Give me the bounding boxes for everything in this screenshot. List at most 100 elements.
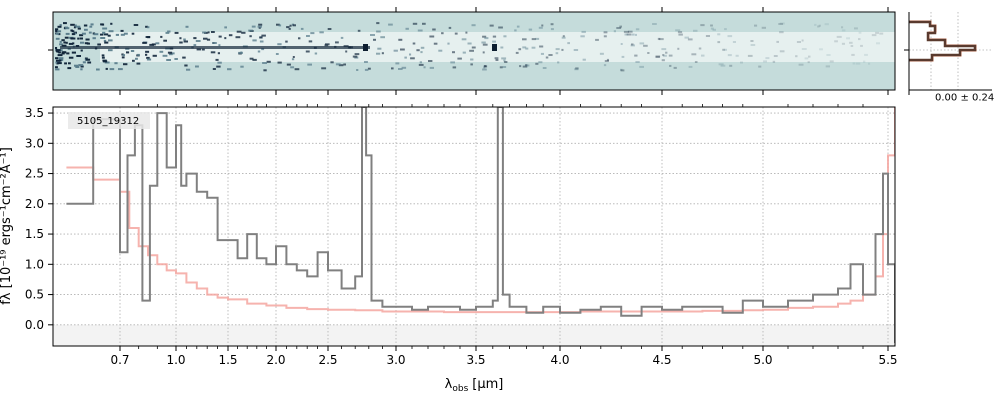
spectrum-2d-pixel bbox=[56, 30, 62, 33]
spectrum-2d-pixel bbox=[96, 68, 100, 71]
spectrum-2d-pixel bbox=[395, 62, 400, 65]
spectrum-2d-pixel bbox=[761, 26, 766, 29]
spectrum-2d-pixel bbox=[163, 39, 167, 42]
spectrum-2d-pixel bbox=[482, 35, 487, 38]
spectrum-2d-pixel bbox=[482, 51, 485, 54]
y-axis-label: fλ [10⁻¹⁹ ergs⁻¹cm⁻²Å⁻¹] bbox=[0, 147, 14, 305]
spectrum-2d-pixel bbox=[673, 66, 677, 69]
spectrum-2d-pixel bbox=[380, 36, 385, 39]
spectrum-2d-pixel bbox=[484, 37, 489, 40]
spectrum-2d-pixel bbox=[729, 64, 733, 67]
spectrum-2d-pixel bbox=[123, 32, 128, 35]
spectrum-2d-pixel bbox=[202, 31, 207, 34]
x-tick-label: 3.0 bbox=[386, 353, 405, 367]
spectrum-2d-pixel bbox=[71, 37, 76, 40]
spectrum-2d-pixel bbox=[78, 64, 84, 67]
spectrum-2d-pixel bbox=[137, 53, 140, 56]
x-tick-label: 0.7 bbox=[110, 353, 129, 367]
spectrum-2d-pixel bbox=[224, 37, 227, 40]
spectrum-2d-pixel bbox=[298, 37, 301, 40]
spectrum-2d-pixel bbox=[290, 66, 295, 69]
spectrum-2d-pixel bbox=[465, 31, 468, 34]
spectrum-2d-pixel bbox=[727, 35, 733, 38]
spectrum-2d-pixel bbox=[131, 32, 135, 35]
spectrum-2d-pixel bbox=[492, 40, 496, 43]
spectrum-2d-pixel bbox=[616, 27, 622, 29]
spectrum-2d-pixel bbox=[70, 29, 73, 32]
spectrum-2d-pixel bbox=[836, 35, 842, 38]
negative-band bbox=[53, 324, 895, 346]
spectrum-2d-pixel bbox=[174, 58, 178, 60]
spectrum-2d-pixel bbox=[81, 32, 86, 35]
spectrum-2d-pixel bbox=[804, 57, 809, 60]
spectrum-2d-pixel bbox=[841, 29, 846, 32]
spectrum-2d-pixel bbox=[481, 41, 486, 44]
spectrum-2d-pixel bbox=[655, 55, 661, 58]
spectrum-2d-pixel bbox=[55, 47, 58, 49]
spectrum-2d-pixel bbox=[441, 32, 444, 35]
spectrum-2d-pixel bbox=[829, 60, 834, 63]
spectrum-2d-pixel bbox=[750, 40, 754, 42]
spectrum-2d-pixel bbox=[582, 58, 586, 61]
spectrum-2d-pixel bbox=[101, 56, 105, 59]
spectrum-2d-pixel bbox=[773, 55, 778, 57]
spectrum-2d-pixel bbox=[624, 33, 629, 36]
spectrum-2d-pixel bbox=[257, 25, 262, 28]
spectrum-2d-pixel bbox=[503, 35, 507, 38]
spectrum-2d-pixel bbox=[240, 51, 243, 54]
spectrum-2d-pixel bbox=[724, 28, 727, 31]
spectrum-2d-pixel bbox=[319, 31, 324, 34]
spectrum-2d-pixel bbox=[84, 28, 88, 31]
profile-annotation: 0.00 ± 0.24 bbox=[935, 92, 994, 103]
spectrum-2d-pixel bbox=[879, 32, 884, 35]
spectrum-2d-pixel bbox=[57, 54, 63, 57]
spectrum-2d-pixel bbox=[538, 26, 543, 29]
spectrum-2d-pixel bbox=[305, 50, 310, 53]
spectrum-2d-pixel bbox=[717, 33, 721, 36]
spectrum-2d-pixel bbox=[620, 69, 625, 72]
spectrum-2d-pixel bbox=[573, 49, 579, 51]
spectrum-2d-pixel bbox=[75, 66, 80, 68]
spectrum-2d-pixel bbox=[211, 31, 215, 33]
spectrum-2d-pixel bbox=[525, 64, 528, 67]
spectrum-2d-pixel bbox=[89, 25, 93, 28]
spectrum-2d-pixel bbox=[575, 67, 579, 70]
spectrum-2d-pixel bbox=[858, 31, 862, 34]
spectrum-2d-pixel bbox=[118, 68, 123, 71]
spectrum-2d-pixel bbox=[57, 62, 62, 65]
spectrum-2d-pixel bbox=[722, 48, 725, 51]
y-axis-ticks: 0.0 0.5 1.0 1.5 2.0 2.5 3.0 3.5 bbox=[25, 106, 53, 332]
spectrum-2d-pixel bbox=[675, 29, 681, 32]
spectrum-2d-pixel bbox=[776, 40, 779, 43]
spectrum-2d-pixel bbox=[698, 47, 702, 50]
spectrum-2d-pixel bbox=[754, 24, 758, 27]
spectrum-2d-pixel bbox=[429, 66, 434, 69]
spectrum-2d-pixel bbox=[58, 51, 61, 54]
spectrum-2d-pixel bbox=[90, 23, 94, 26]
spectrum-2d-trace bbox=[60, 46, 370, 49]
spectrum-2d-pixel bbox=[700, 24, 705, 27]
spectrum-2d-pixel bbox=[662, 54, 667, 57]
spectrum-2d-pixel bbox=[252, 39, 257, 42]
spectrum-2d-pixel bbox=[503, 59, 506, 62]
spectrum-2d-pixel bbox=[193, 44, 197, 47]
spectrum-2d-pixel bbox=[224, 26, 227, 29]
spectrum-2d-pixel bbox=[186, 68, 191, 71]
spectrum-2d-pixel bbox=[723, 48, 727, 51]
spectrum-2d-pixel bbox=[850, 45, 854, 47]
spectrum-2d-pixel bbox=[717, 41, 721, 44]
spectrum-2d-pixel bbox=[557, 61, 560, 64]
spectrum-2d-pixel bbox=[71, 30, 75, 33]
spectrum-2d-pixel bbox=[92, 37, 96, 40]
spectrum-2d-pixel bbox=[59, 24, 62, 27]
spectrum-2d-pixel bbox=[80, 68, 83, 71]
spectrum-2d-pixel bbox=[522, 38, 527, 41]
spectrum-2d-pixel bbox=[212, 68, 216, 70]
spectrum-2d-pixel bbox=[101, 54, 105, 57]
y-tick-label: 0.5 bbox=[25, 288, 44, 302]
spectrum-2d-pixel bbox=[574, 68, 579, 71]
spectrum-2d-image bbox=[55, 22, 895, 72]
spectrum-2d-pixel bbox=[373, 38, 376, 41]
spectrum-2d-pixel bbox=[228, 34, 233, 37]
spectrum-2d-pixel bbox=[74, 64, 79, 67]
